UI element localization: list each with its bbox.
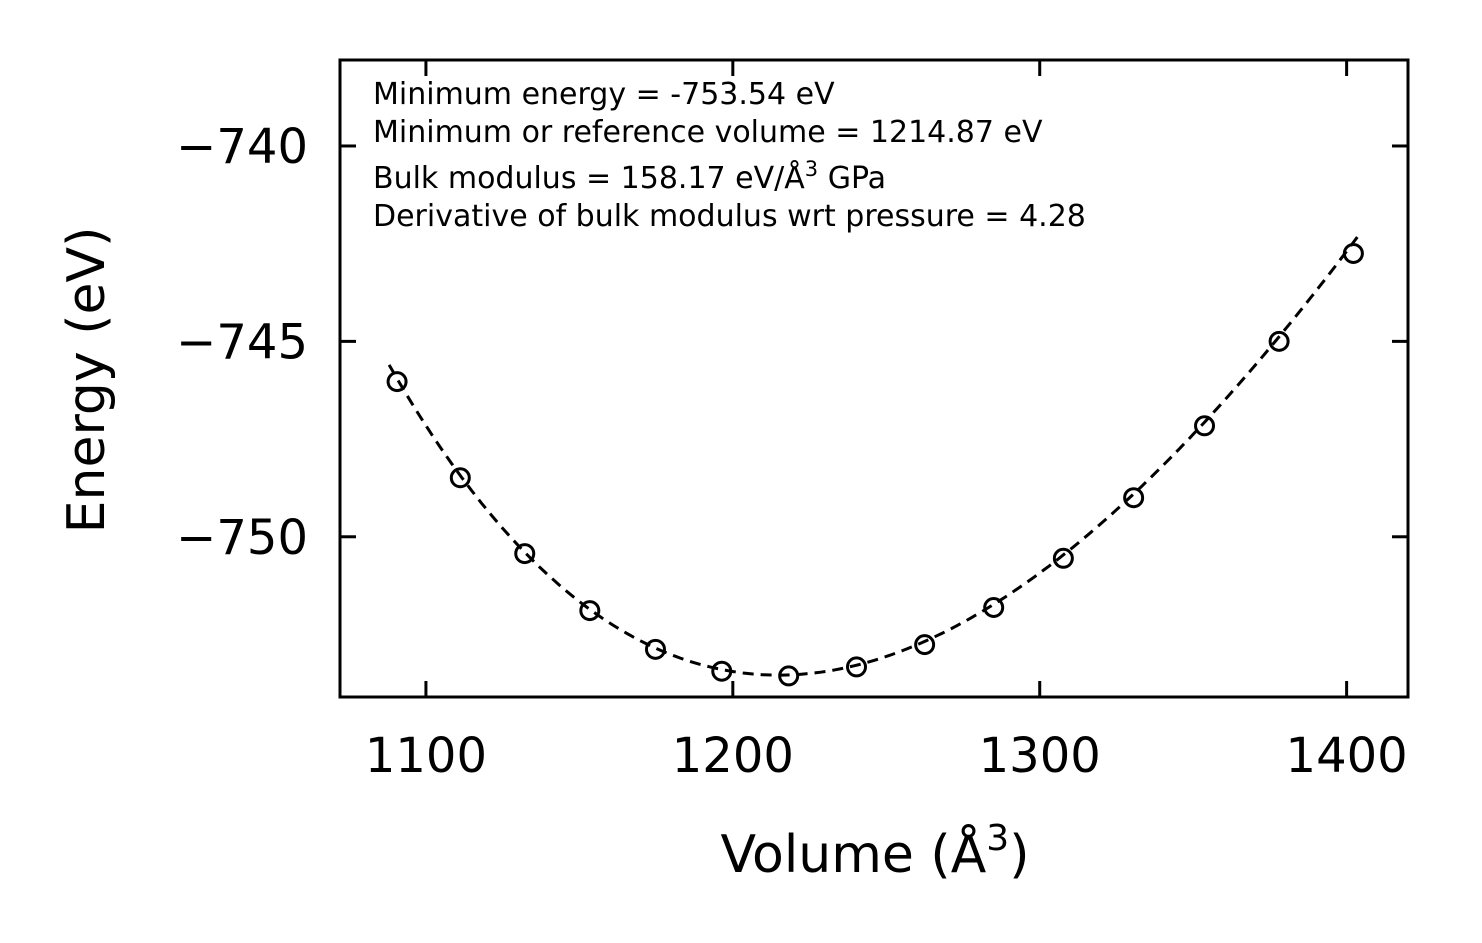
data-point — [386, 371, 408, 393]
data-points — [386, 242, 1364, 687]
x-tick-label: 1100 — [365, 728, 487, 784]
data-point — [1052, 547, 1074, 569]
data-point — [1194, 415, 1216, 437]
annotation-bulk-modulus-sup: 3 — [805, 157, 818, 181]
data-point — [514, 543, 536, 565]
annotation-bulk-derivative: Derivative of bulk modulus wrt pressure … — [373, 199, 1086, 234]
y-tick-label: −745 — [176, 314, 308, 370]
x-axis-title-close: ) — [1009, 825, 1029, 885]
x-tick-label: 1300 — [979, 728, 1101, 784]
x-tick-label: 1400 — [1286, 728, 1408, 784]
annotation-bulk-modulus-text: Bulk modulus = 158.17 eV/Å — [373, 160, 805, 196]
axis-ticks — [340, 60, 1408, 697]
plot-frame — [338, 58, 1410, 699]
x-tick-label: 1200 — [672, 728, 794, 784]
x-axis-title-main: Volume (Å — [721, 823, 987, 885]
x-axis-title: Volume (Å3) — [721, 818, 1030, 885]
data-point — [579, 600, 601, 622]
data-point — [983, 597, 1005, 619]
data-point — [1123, 487, 1145, 509]
data-point — [711, 660, 733, 682]
annotation-ref-volume: Minimum or reference volume = 1214.87 eV — [373, 115, 1043, 150]
y-axis-title: Energy (eV) — [57, 227, 117, 534]
data-point — [1342, 242, 1364, 264]
data-point — [846, 656, 868, 678]
annotation-bulk-modulus: Bulk modulus = 158.17 eV/Å3 GPa — [373, 157, 886, 196]
data-point — [644, 638, 666, 660]
data-point — [914, 634, 936, 656]
fit-curve — [387, 234, 1361, 677]
tick-labels: 1100 1200 1300 1400 −740 −745 −750 — [176, 119, 1408, 784]
y-tick-label: −740 — [176, 119, 308, 175]
data-point — [778, 665, 800, 687]
data-point — [449, 467, 471, 489]
y-tick-label: −750 — [176, 510, 308, 566]
annotation-min-energy: Minimum energy = -753.54 eV — [373, 77, 835, 112]
data-point — [1268, 330, 1290, 352]
annotation-bulk-modulus-tail: GPa — [818, 161, 886, 196]
x-axis-title-sup: 3 — [986, 818, 1009, 859]
